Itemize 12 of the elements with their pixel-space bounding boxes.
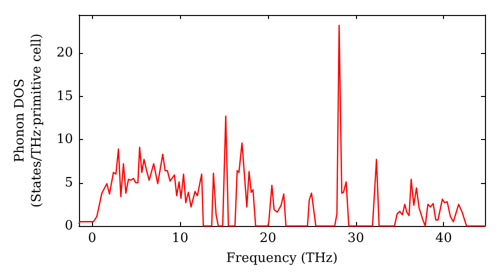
x-tick-label: 40 [435,231,452,246]
y-axis-title: Phonon DOS (States/THz·primitive cell) [12,33,45,208]
x-tick-label: 30 [348,231,364,246]
x-tick-label: 20 [260,231,276,246]
y-tick-label: 0 [64,218,73,234]
x-axis-title: Frequency (THz) [226,251,338,266]
y-tick-label: 5 [64,175,73,190]
x-tick-label: 0 [88,231,96,246]
y-tick-label: 20 [56,46,73,61]
y-tick-label: 15 [56,88,73,104]
y-tick-label: 10 [56,132,73,148]
x-tick-label: 10 [172,231,188,246]
